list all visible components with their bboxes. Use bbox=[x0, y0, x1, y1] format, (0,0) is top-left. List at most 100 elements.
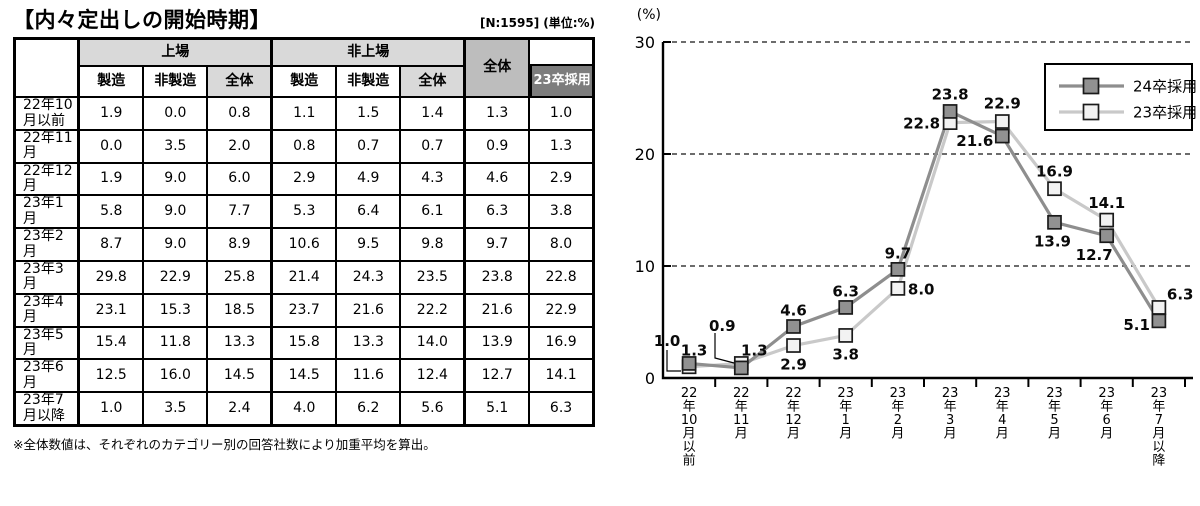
table-cell: 5.6 bbox=[399, 391, 466, 427]
marker-23卒採用 bbox=[1151, 300, 1167, 315]
table-cell: 24.3 bbox=[335, 260, 402, 295]
marker-24卒採用 bbox=[994, 128, 1010, 144]
subcolumn-header: 非製造 bbox=[142, 65, 209, 99]
table-cell: 1.4 bbox=[399, 96, 466, 131]
x-category-label: 22 年 12 月 bbox=[785, 386, 802, 442]
table-row: 22年10月以前 1.9 0.0 0.8 1.1 1.5 1.4 1.3 1.0 bbox=[13, 96, 595, 131]
row-label: 23年6月 bbox=[13, 358, 80, 394]
table-cell: 0.8 bbox=[270, 128, 338, 164]
table-cell: 2.0 bbox=[206, 128, 273, 164]
subcolumn-header: 製造 bbox=[270, 65, 338, 99]
table-cell: 1.5 bbox=[335, 96, 402, 131]
marker-23卒採用 bbox=[994, 114, 1010, 129]
data-label-24卒採用: 12.7 bbox=[1076, 246, 1113, 264]
table-cell: 9.0 bbox=[142, 161, 209, 197]
table-cell: 14.0 bbox=[399, 325, 466, 361]
y-tick-label: 10 bbox=[635, 257, 655, 276]
table-cell: 6.0 bbox=[206, 161, 273, 197]
table-cell: 21.4 bbox=[270, 260, 338, 295]
table-cell: 0.9 bbox=[463, 128, 531, 164]
column-group-unlisted: 非上場 bbox=[270, 37, 466, 68]
row-label: 22年11月 bbox=[13, 128, 80, 164]
marker-24卒採用 bbox=[786, 319, 801, 334]
data-label-24卒採用: 4.6 bbox=[780, 301, 807, 319]
table-cell: 0.0 bbox=[77, 128, 145, 164]
x-category-label: 23 年 1 月 bbox=[837, 386, 854, 442]
column-overall: 全体 bbox=[463, 37, 531, 99]
table-cell: 13.3 bbox=[335, 325, 402, 361]
table-cell: 12.7 bbox=[463, 358, 531, 394]
row-label: 23年3月 bbox=[13, 260, 80, 295]
data-label-24卒採用: 9.7 bbox=[885, 244, 912, 262]
marker-23卒採用 bbox=[890, 281, 906, 296]
x-category-label: 23 年 3 月 bbox=[942, 386, 959, 442]
subcolumn-header: 全体 bbox=[399, 65, 466, 99]
table-row: 23年3月 29.8 22.9 25.8 21.4 24.3 23.5 23.8 22.8 bbox=[13, 260, 595, 295]
subcolumn-header: 非製造 bbox=[335, 65, 402, 99]
data-label-23卒採用: 2.9 bbox=[780, 356, 807, 374]
unit-note: (単位:%) bbox=[543, 16, 595, 31]
marker-24卒採用 bbox=[733, 360, 749, 376]
row-label: 23年1月 bbox=[13, 194, 80, 230]
x-category-label: 23 年 5 月 bbox=[1046, 386, 1063, 442]
table-cell: 5.1 bbox=[463, 391, 531, 427]
data-label-24卒採用: 6.3 bbox=[832, 282, 859, 300]
data-label-23卒採用: 6.3 bbox=[1167, 285, 1194, 303]
legend-marker bbox=[1082, 77, 1100, 95]
table-cell: 14.5 bbox=[270, 358, 338, 394]
y-axis-unit: (%) bbox=[637, 7, 661, 23]
table-row: 22年11月 0.0 3.5 2.0 0.8 0.7 0.7 0.9 1.3 bbox=[13, 128, 595, 164]
table-cell: 9.8 bbox=[399, 227, 466, 263]
subcolumn-header: 製造 bbox=[77, 65, 145, 99]
table-row: 23年2月 8.7 9.0 8.9 10.6 9.5 9.8 9.7 8.0 bbox=[13, 227, 595, 263]
table-cell: 4.9 bbox=[335, 161, 402, 197]
data-label-23卒採用: 22.8 bbox=[903, 115, 940, 133]
table-cell: 23.5 bbox=[399, 260, 466, 295]
column-group-listed: 上場 bbox=[77, 37, 273, 68]
table-cell: 4.3 bbox=[399, 161, 466, 197]
table-body: 22年10月以前 1.9 0.0 0.8 1.1 1.5 1.4 1.3 1.0 22年11月 0.… bbox=[13, 96, 595, 427]
table-cell: 12.5 bbox=[77, 358, 145, 394]
table-cell: 11.8 bbox=[142, 325, 209, 361]
table-cell: 12.4 bbox=[399, 358, 466, 394]
table-row: 23年7月以降 1.0 3.5 2.4 4.0 6.2 5.6 5.1 6.3 bbox=[13, 391, 595, 427]
table-footnote: ※全体数値は、それぞれのカテゴリー別の回答社数により加重平均を算出。 bbox=[13, 436, 436, 452]
table-row: 23年1月 5.8 9.0 7.7 5.3 6.4 6.1 6.3 3.8 bbox=[13, 194, 595, 230]
table-cell: 9.5 bbox=[335, 227, 402, 263]
marker-24卒採用 bbox=[681, 356, 697, 371]
n-value: [N:1595] bbox=[479, 16, 540, 31]
header-row-subcolumns: 製造 非製造 全体 製造 非製造 全体 bbox=[15, 65, 594, 99]
table-cell: 1.1 bbox=[270, 96, 338, 131]
table-cell: 15.8 bbox=[270, 325, 338, 361]
marker-24卒採用 bbox=[1047, 214, 1062, 230]
table-cell: 22.8 bbox=[528, 260, 595, 295]
sample-size-note: [N:1595] (単位:%) bbox=[476, 14, 595, 32]
row-label: 23年4月 bbox=[13, 292, 80, 328]
subcolumn-header: 全体 bbox=[206, 65, 273, 99]
table-cell: 13.3 bbox=[206, 325, 273, 361]
y-tick-label: 20 bbox=[635, 145, 655, 164]
row-label: 23年7月以降 bbox=[13, 391, 80, 427]
legend-label: 23卒採用 bbox=[1133, 104, 1197, 122]
table-cell: 0.0 bbox=[142, 96, 209, 131]
x-category-label: 23 年 2 月 bbox=[890, 386, 907, 442]
grad23-label-box: 23卒採用 bbox=[530, 63, 592, 97]
offer-timing-table: 上場 非上場 全体 23卒採用 製造 非製造 全体 製造 非製造 全体 22年10月以前 1.9 0.… bbox=[13, 37, 595, 427]
data-label-24卒採用: 21.6 bbox=[956, 132, 993, 150]
table-cell: 1.3 bbox=[463, 96, 531, 131]
table-cell: 6.2 bbox=[335, 391, 402, 427]
table-cell: 3.8 bbox=[528, 194, 595, 230]
table-row: 22年12月 1.9 9.0 6.0 2.9 4.9 4.3 4.6 2.9 bbox=[13, 161, 595, 197]
table-cell: 1.0 bbox=[77, 391, 145, 427]
table-cell: 5.3 bbox=[270, 194, 338, 230]
table-cell: 29.8 bbox=[77, 260, 145, 295]
table-row: 23年4月 23.1 15.3 18.5 23.7 21.6 22.2 21.6 22.9 bbox=[13, 292, 595, 328]
header-row-groups: 上場 非上場 全体 23卒採用 bbox=[13, 37, 595, 99]
offer-timing-chart: 0 10 20 30 (%) 1.3 0.9 4.6 6.3 9.7 23.8 21.6 13.9 12.… bbox=[610, 0, 1200, 502]
marker-24卒採用 bbox=[890, 262, 906, 277]
table-cell: 0.8 bbox=[206, 96, 273, 131]
table-cell: 6.3 bbox=[528, 391, 595, 427]
table-row: 23年5月 15.4 11.8 13.3 15.8 13.3 14.0 13.9 16.9 bbox=[13, 325, 595, 361]
table-cell: 4.6 bbox=[463, 161, 531, 197]
